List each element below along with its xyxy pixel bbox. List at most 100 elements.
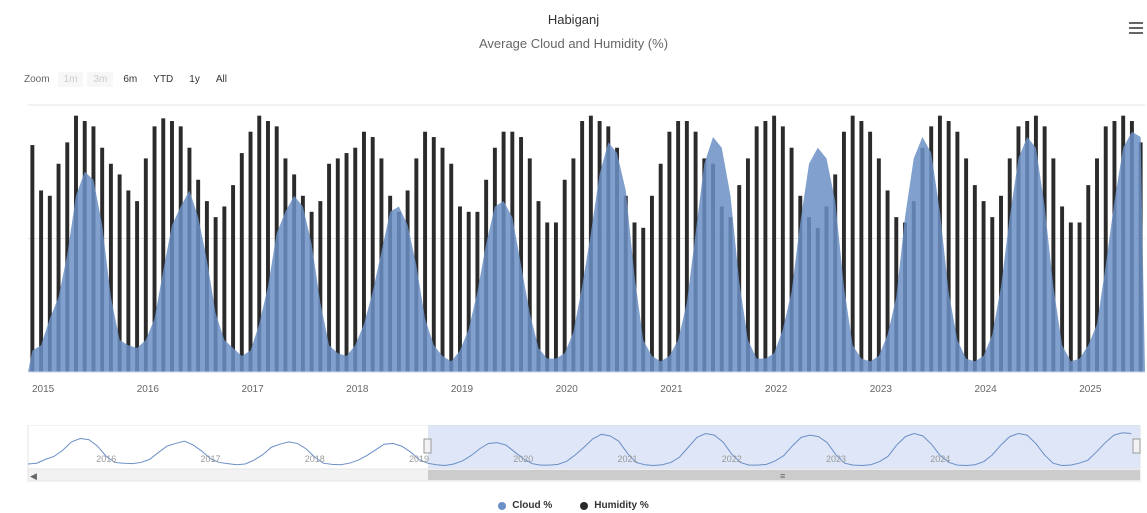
- humidity-bar[interactable]: [1095, 158, 1099, 372]
- humidity-bar[interactable]: [318, 201, 323, 372]
- humidity-bar[interactable]: [431, 137, 436, 372]
- humidity-bar[interactable]: [527, 158, 532, 372]
- humidity-bar[interactable]: [894, 217, 899, 372]
- zoom-label: Zoom: [24, 74, 50, 85]
- humidity-bar[interactable]: [1103, 126, 1108, 372]
- zoom-button-6m[interactable]: 6m: [123, 74, 138, 85]
- humidity-bar[interactable]: [30, 145, 35, 372]
- humidity-bar[interactable]: [658, 163, 663, 372]
- humidity-bar[interactable]: [789, 147, 794, 372]
- humidity-bar[interactable]: [39, 190, 44, 372]
- hamburger-menu-icon[interactable]: [1129, 22, 1143, 34]
- humidity-bar[interactable]: [423, 131, 428, 372]
- humidity-bar[interactable]: [449, 163, 454, 372]
- humidity-bar[interactable]: [1051, 158, 1056, 372]
- zoom-button-3m[interactable]: 3m: [87, 72, 114, 87]
- humidity-bar[interactable]: [458, 206, 462, 372]
- humidity-bar[interactable]: [239, 153, 244, 372]
- cloud-area[interactable]: [28, 131, 1145, 372]
- humidity-bar[interactable]: [876, 158, 881, 372]
- humidity-bar[interactable]: [955, 131, 960, 372]
- humidity-bar[interactable]: [885, 190, 890, 372]
- humidity-bar[interactable]: [47, 195, 52, 372]
- humidity-bar[interactable]: [475, 211, 480, 372]
- humidity-bar[interactable]: [545, 222, 550, 372]
- humidity-bar[interactable]: [266, 121, 270, 373]
- navigator-tick-label: 2016: [96, 454, 116, 464]
- humidity-bar[interactable]: [737, 185, 742, 372]
- humidity-bar[interactable]: [571, 158, 576, 372]
- humidity-bar[interactable]: [222, 206, 227, 372]
- humidity-bar[interactable]: [231, 185, 236, 372]
- humidity-bar[interactable]: [135, 201, 140, 372]
- humidity-bar[interactable]: [981, 201, 986, 372]
- humidity-bar[interactable]: [841, 131, 846, 372]
- humidity-bar[interactable]: [763, 121, 768, 373]
- legend: Cloud % Humidity %: [0, 500, 1147, 511]
- navigator-selected-range[interactable]: [428, 425, 1140, 469]
- humidity-bar[interactable]: [1060, 206, 1065, 372]
- scroll-left-arrow[interactable]: ◀: [30, 471, 37, 481]
- x-tick-label: 2023: [870, 384, 893, 395]
- zoom-button-1y[interactable]: 1y: [189, 74, 200, 85]
- humidity-bar[interactable]: [972, 185, 977, 372]
- humidity-bar[interactable]: [1077, 222, 1082, 372]
- x-tick-label: 2024: [974, 384, 997, 395]
- humidity-bar[interactable]: [344, 153, 349, 372]
- navigator-handle-right[interactable]: [1132, 438, 1141, 454]
- humidity-bar[interactable]: [999, 195, 1003, 372]
- humidity-bar[interactable]: [362, 131, 366, 372]
- humidity-bar[interactable]: [641, 227, 646, 372]
- humidity-bar[interactable]: [327, 163, 332, 372]
- humidity-bar[interactable]: [964, 158, 969, 372]
- humidity-bar[interactable]: [1086, 185, 1091, 372]
- humidity-bar[interactable]: [519, 137, 524, 372]
- humidity-bar[interactable]: [850, 115, 855, 373]
- navigator-scrollbar-thumb[interactable]: [428, 470, 1140, 480]
- zoom-button-all[interactable]: All: [215, 74, 227, 85]
- humidity-bar[interactable]: [370, 137, 375, 372]
- humidity-bar[interactable]: [684, 121, 689, 373]
- humidity-bar[interactable]: [754, 126, 759, 372]
- humidity-bar[interactable]: [161, 118, 166, 372]
- scroll-thumb-grip[interactable]: ≡: [780, 471, 785, 481]
- humidity-bar[interactable]: [353, 147, 358, 372]
- humidity-bar[interactable]: [536, 201, 541, 372]
- humidity-bar[interactable]: [868, 131, 873, 372]
- humidity-bar[interactable]: [676, 121, 681, 373]
- humidity-bar[interactable]: [580, 121, 585, 373]
- legend-item-cloud[interactable]: Cloud %: [498, 500, 552, 511]
- humidity-bar[interactable]: [745, 158, 750, 372]
- humidity-bar[interactable]: [117, 174, 122, 372]
- navigator-tick-label: 2019: [409, 454, 429, 464]
- humidity-bar[interactable]: [108, 163, 113, 372]
- humidity-bar[interactable]: [414, 158, 419, 372]
- humidity-bar[interactable]: [562, 179, 567, 372]
- humidity-bar[interactable]: [56, 163, 61, 372]
- humidity-bar[interactable]: [772, 115, 777, 373]
- humidity-bar[interactable]: [946, 121, 951, 373]
- humidity-bar[interactable]: [143, 158, 148, 372]
- zoom-button-1m[interactable]: 1m: [57, 72, 84, 87]
- humidity-bar[interactable]: [152, 126, 157, 372]
- humidity-bar[interactable]: [667, 131, 672, 372]
- humidity-bar[interactable]: [859, 121, 864, 373]
- navigator[interactable]: 2016 2017 2018 2019 2020 2021 2022 2023 2024 ◀ ≡: [0, 425, 1147, 485]
- x-tick-label: 2016: [137, 384, 160, 395]
- legend-item-humidity[interactable]: Humidity %: [580, 500, 649, 511]
- humidity-bar[interactable]: [466, 211, 471, 372]
- humidity-bar[interactable]: [335, 158, 340, 372]
- navigator-series: [27, 432, 1132, 466]
- humidity-bar[interactable]: [649, 195, 654, 372]
- humidity-bar[interactable]: [440, 147, 445, 372]
- humidity-bar[interactable]: [213, 217, 218, 372]
- zoom-button-ytd[interactable]: YTD: [153, 74, 174, 85]
- humidity-bar[interactable]: [126, 190, 131, 372]
- humidity-bar[interactable]: [1068, 222, 1073, 372]
- humidity-bar[interactable]: [780, 126, 785, 372]
- humidity-bar[interactable]: [990, 217, 995, 372]
- humidity-bar[interactable]: [248, 131, 253, 372]
- humidity-bar[interactable]: [257, 115, 262, 373]
- navigator-handle-left[interactable]: [423, 438, 432, 454]
- humidity-bar[interactable]: [553, 222, 558, 372]
